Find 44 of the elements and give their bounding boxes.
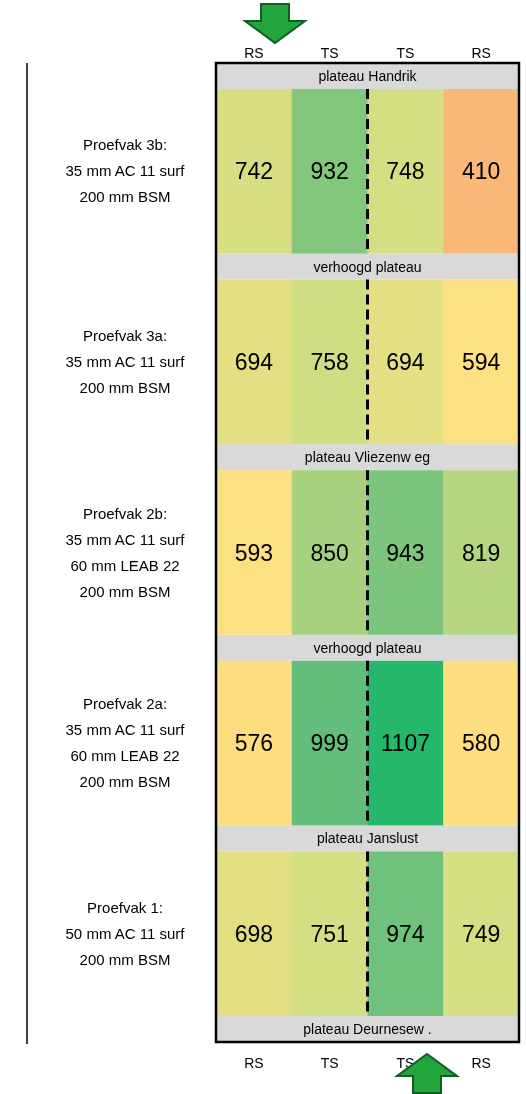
data-label: 698	[234, 920, 274, 947]
label-strip: verhoogd plateau	[216, 253, 519, 280]
data-label: 748	[386, 158, 425, 185]
y-tick-label: Proefvak 1: 50 mm AC 11 surf 200 mm BSM	[65, 898, 186, 968]
data-label: 999	[310, 730, 349, 757]
data-label: 932	[310, 158, 349, 185]
data-label: 751	[310, 920, 349, 947]
category-label: TS	[320, 1055, 339, 1071]
x-tick-label: RS	[244, 45, 264, 61]
label-strip: plateau Vliezenw eg	[216, 444, 519, 471]
y-tick-label: Proefvak 2b: 35 mm AC 11 surf 60 mm LEAB 22 200 mm BSM	[65, 504, 186, 600]
data-label: 580	[461, 730, 501, 757]
category-label: RS	[471, 1055, 491, 1071]
data-label: 410	[461, 158, 501, 185]
data-label: 576	[234, 730, 274, 757]
data-label: 749	[461, 920, 501, 947]
y-tick-label: Proefvak 3a: 35 mm AC 11 surf 200 mm BSM	[65, 326, 186, 396]
data-label: 1107	[380, 730, 431, 757]
label-strip: plateau Handrik	[216, 63, 519, 89]
x-tick-label: TS	[396, 45, 415, 61]
label-strip: plateau Deurnesew .	[216, 1016, 519, 1042]
x-tick-label: RS	[471, 45, 491, 61]
data-label: 758	[310, 348, 349, 375]
label-strip: verhoogd plateau	[216, 634, 519, 661]
data-label: 850	[310, 539, 349, 566]
data-label: 594	[461, 348, 501, 375]
y-tick-label: Proefvak 3b: 35 mm AC 11 surf 200 mm BSM	[65, 136, 186, 206]
annotation: plateau Deurnesew .	[303, 1021, 432, 1037]
data-label: 593	[234, 539, 274, 566]
category-label: RS	[244, 1055, 264, 1071]
data-label: 694	[386, 348, 425, 375]
data-label: 819	[461, 539, 501, 566]
annotation: plateau Vliezenw eg	[304, 449, 431, 466]
y-tick-label: Proefvak 2a: 35 mm AC 11 surf 60 mm LEAB 22 200 mm BSM	[65, 695, 186, 791]
annotation: verhoogd plateau	[313, 639, 422, 656]
data-label: 742	[234, 158, 274, 185]
data-label: 694	[234, 348, 274, 375]
data-label: 974	[386, 920, 425, 947]
annotation: plateau Janslust	[316, 830, 419, 847]
annotation: verhoogd plateau	[313, 258, 422, 275]
label-strip: plateau Janslust	[216, 825, 519, 852]
x-tick-label: TS	[320, 45, 339, 61]
data-label: 943	[386, 539, 425, 566]
annotation: plateau Handrik	[318, 68, 418, 84]
